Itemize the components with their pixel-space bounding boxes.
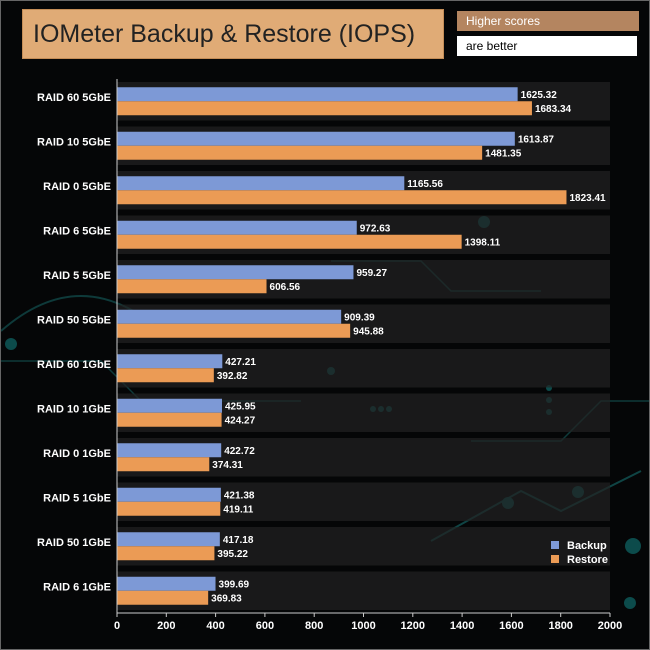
note-are-better: are better	[457, 36, 637, 56]
category-label: RAID 5 1GbE	[43, 493, 111, 505]
data-label: 425.95	[225, 401, 256, 412]
bar-backup	[117, 176, 405, 191]
bar-backup	[117, 265, 354, 280]
category-label: RAID 60 1GbE	[37, 359, 111, 371]
x-tick-label: 1600	[499, 620, 523, 632]
row-bands	[117, 82, 610, 610]
bar-backup	[117, 487, 221, 502]
data-label: 1165.56	[407, 179, 443, 190]
category-labels: RAID 60 5GbE RAID 10 5GbE RAID 0 5GbE RAID …	[37, 92, 111, 594]
bar-backup	[117, 576, 216, 591]
data-label: 945.88	[353, 326, 384, 337]
data-label: 1481.35	[485, 148, 522, 159]
data-label: 959.27	[356, 268, 387, 279]
x-tick-label: 400	[206, 620, 224, 632]
data-label: 399.69	[219, 579, 250, 590]
data-label: 606.56	[270, 282, 301, 293]
x-tick-label: 0	[114, 620, 120, 632]
legend-swatch-backup	[551, 541, 559, 549]
bar-backup	[117, 398, 222, 413]
legend-swatch-restore	[551, 555, 559, 563]
category-label: RAID 10 1GbE	[37, 404, 111, 416]
bar-restore	[117, 412, 222, 427]
data-label: 1398.11	[465, 237, 501, 248]
x-tick-label: 800	[305, 620, 323, 632]
bar-backup	[117, 220, 357, 235]
x-tick-label: 600	[256, 620, 274, 632]
data-label: 1683.34	[535, 104, 572, 115]
data-label: 395.22	[217, 549, 248, 560]
bar-restore	[117, 145, 483, 160]
x-tick-label: 1800	[548, 620, 572, 632]
data-label: 374.31	[212, 460, 243, 471]
bar-restore	[117, 457, 210, 472]
bar-restore	[117, 546, 215, 561]
legend-label-restore: Restore	[567, 554, 608, 566]
data-label: 1613.87	[518, 134, 555, 145]
data-label: 427.21	[225, 357, 256, 368]
bar-backup	[117, 309, 342, 324]
data-label: 424.27	[225, 415, 256, 426]
x-tick-label: 200	[157, 620, 175, 632]
legend: Backup Restore	[551, 540, 608, 566]
chart-title: IOMeter Backup & Restore (IOPS)	[22, 9, 444, 59]
bar-restore	[117, 234, 462, 249]
data-label: 972.63	[360, 223, 391, 234]
data-label: 422.72	[224, 446, 255, 457]
bar-backup	[117, 532, 220, 547]
category-label: RAID 6 5GbE	[43, 226, 111, 238]
bars-group: 1625.32 1683.34 1613.87 1481.35 1165.56 1823.…	[117, 87, 606, 605]
category-label: RAID 50 1GbE	[37, 537, 111, 549]
data-label: 1823.41	[569, 193, 606, 204]
category-label: RAID 6 1GbE	[43, 582, 111, 594]
bar-restore	[117, 323, 351, 338]
x-tick-label: 2000	[598, 620, 622, 632]
bar-backup	[117, 443, 222, 458]
data-label: 419.11	[223, 504, 253, 515]
bar-backup	[117, 354, 223, 369]
x-axis: 0 200 400 600 800 1000 1200 1400 1600 1800 2000	[114, 79, 622, 632]
bar-backup	[117, 87, 518, 102]
bar-restore	[117, 279, 267, 294]
legend-label-backup: Backup	[567, 540, 607, 552]
note-line-1: Higher scores	[466, 14, 541, 28]
data-label: 421.38	[224, 490, 255, 501]
data-label: 1625.32	[521, 90, 558, 101]
bar-restore	[117, 101, 532, 116]
x-tick-label: 1400	[450, 620, 474, 632]
category-label: RAID 50 5GbE	[37, 315, 111, 327]
note-higher-scores: Higher scores	[457, 11, 639, 31]
category-label: RAID 10 5GbE	[37, 137, 111, 149]
category-label: RAID 0 5GbE	[43, 181, 111, 193]
data-label: 417.18	[223, 535, 254, 546]
x-tick-label: 1200	[401, 620, 425, 632]
chart-title-text: IOMeter Backup & Restore (IOPS)	[33, 19, 416, 48]
bar-restore	[117, 190, 567, 205]
bar-backup	[117, 131, 515, 146]
bar-restore	[117, 501, 221, 516]
data-label: 369.83	[211, 593, 242, 604]
bar-restore	[117, 368, 214, 383]
data-label: 909.39	[344, 312, 375, 323]
x-tick-label: 1000	[351, 620, 375, 632]
category-label: RAID 60 5GbE	[37, 92, 111, 104]
data-label: 392.82	[217, 371, 248, 382]
category-label: RAID 5 5GbE	[43, 270, 111, 282]
category-label: RAID 0 1GbE	[43, 448, 111, 460]
bar-restore	[117, 590, 209, 605]
note-line-2: are better	[466, 39, 518, 53]
